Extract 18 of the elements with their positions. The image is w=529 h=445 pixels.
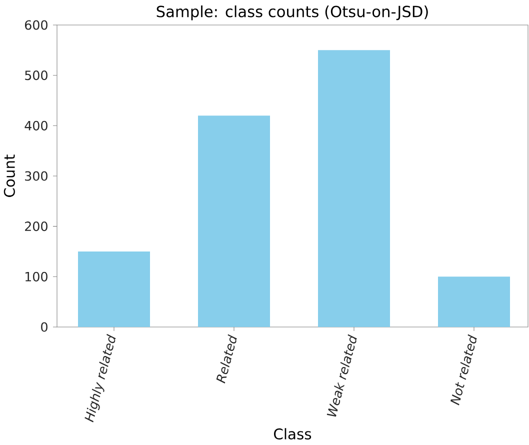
x-tick-label: Weak related <box>326 334 357 417</box>
bar <box>438 276 510 327</box>
x-axis-title: Class <box>274 428 312 440</box>
y-tick-label: 600 <box>24 20 48 30</box>
bar <box>78 251 150 327</box>
y-tick-label: 400 <box>24 120 48 130</box>
y-tick-label: 500 <box>25 70 48 80</box>
chart-title: Sample: class counts (Otsu-on-JSD) <box>156 5 428 20</box>
y-tick-label: 300 <box>25 171 48 181</box>
y-tick-label: 200 <box>25 222 48 232</box>
y-tick-label: 100 <box>26 272 48 282</box>
y-tick-label: 0 <box>41 322 48 332</box>
bar <box>318 50 390 327</box>
bar <box>198 116 270 327</box>
x-tick-label: Not related <box>450 334 477 406</box>
y-axis-title: Count <box>4 154 15 197</box>
x-tick-label: Highly related <box>84 334 116 422</box>
x-tick-label: Related <box>216 334 237 384</box>
